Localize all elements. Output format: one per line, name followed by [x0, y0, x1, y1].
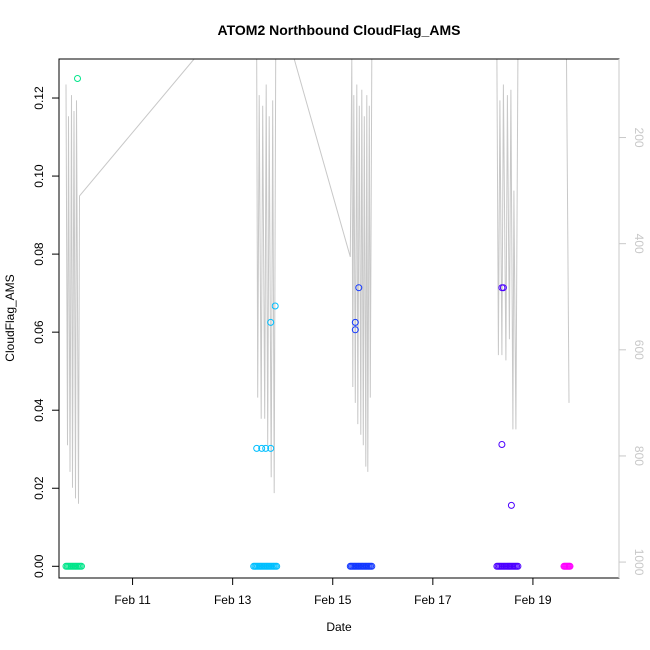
- zero-point: [78, 562, 85, 570]
- y-tick-label: 0.00: [32, 554, 46, 578]
- y-tick-label: 0.04: [32, 398, 46, 422]
- y-axis-label: CloudFlag_AMS: [3, 274, 17, 361]
- points-layer: [74, 75, 515, 509]
- zero-run: [346, 562, 376, 570]
- data-point: [507, 501, 515, 509]
- data-point: [351, 326, 359, 334]
- zero-run: [250, 562, 281, 570]
- zero-point: [514, 562, 522, 570]
- data-point: [351, 318, 359, 326]
- chart-title: ATOM2 Northbound CloudFlag_AMS: [218, 22, 461, 38]
- zero-runs-layer: [62, 562, 574, 570]
- altitude-trace-layer: [65, 59, 570, 504]
- right-axis: 200 400 600 800 1000: [618, 59, 646, 578]
- data-point: [262, 444, 270, 452]
- x-tick-label: Feb 11: [114, 593, 151, 607]
- zero-point: [566, 562, 574, 570]
- data-point: [271, 302, 279, 310]
- y-tick-label: 0.10: [32, 164, 46, 188]
- data-point: [267, 318, 275, 326]
- zero-run: [493, 562, 522, 570]
- x-tick-label: Feb 19: [514, 593, 552, 607]
- y-tick-label: 0.02: [32, 476, 46, 500]
- data-point: [267, 444, 275, 452]
- y-tick-label: 0.08: [32, 242, 46, 266]
- zero-run: [560, 562, 574, 570]
- data-point: [498, 441, 506, 448]
- data-point: [74, 75, 81, 82]
- right-tick-label: 400: [632, 234, 646, 254]
- x-axis-label: Date: [326, 620, 352, 634]
- data-point: [499, 284, 507, 292]
- right-tick-label: 600: [632, 340, 646, 360]
- zero-point: [273, 562, 281, 570]
- zero-run: [62, 562, 85, 570]
- right-tick-label: 800: [632, 446, 646, 466]
- x-tick-label: Feb 15: [314, 593, 352, 607]
- altitude-trace-line: [65, 59, 570, 504]
- right-tick-label: 1000: [632, 549, 646, 576]
- right-tick-label: 200: [632, 128, 646, 148]
- y-tick-label: 0.06: [32, 320, 46, 344]
- x-tick-label: Feb 13: [214, 593, 252, 607]
- y-axis: 0.00 0.02 0.04 0.06 0.08 0.10 0.12: [32, 86, 59, 578]
- x-tick-label: Feb 17: [414, 593, 452, 607]
- x-axis: Feb 11 Feb 13 Feb 15 Feb 17 Feb 19: [114, 578, 552, 607]
- data-point: [253, 444, 261, 452]
- zero-point: [368, 562, 376, 570]
- data-point: [258, 444, 266, 452]
- plot-frame: [58, 58, 620, 579]
- y-tick-label: 0.12: [32, 86, 46, 110]
- data-point: [355, 284, 363, 292]
